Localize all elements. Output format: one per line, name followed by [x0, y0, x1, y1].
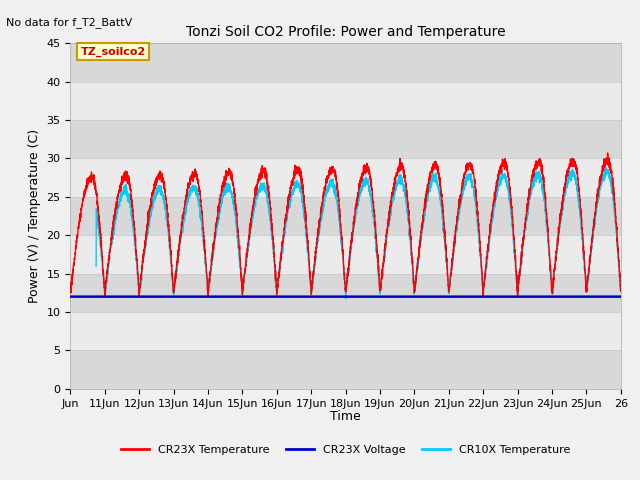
- Bar: [70, 82, 621, 120]
- Bar: [70, 274, 621, 312]
- Bar: [70, 43, 621, 82]
- Legend: CR23X Temperature, CR23X Voltage, CR10X Temperature: CR23X Temperature, CR23X Voltage, CR10X …: [116, 440, 575, 459]
- Bar: [70, 158, 621, 197]
- Bar: [70, 312, 621, 350]
- Bar: [70, 197, 621, 235]
- Bar: [70, 120, 621, 158]
- Y-axis label: Power (V) / Temperature (C): Power (V) / Temperature (C): [28, 129, 41, 303]
- X-axis label: Time: Time: [330, 410, 361, 423]
- Bar: [70, 350, 621, 389]
- Bar: [70, 235, 621, 274]
- Title: Tonzi Soil CO2 Profile: Power and Temperature: Tonzi Soil CO2 Profile: Power and Temper…: [186, 25, 506, 39]
- Text: TZ_soilco2: TZ_soilco2: [81, 47, 146, 57]
- Text: No data for f_T2_BattV: No data for f_T2_BattV: [6, 17, 132, 28]
